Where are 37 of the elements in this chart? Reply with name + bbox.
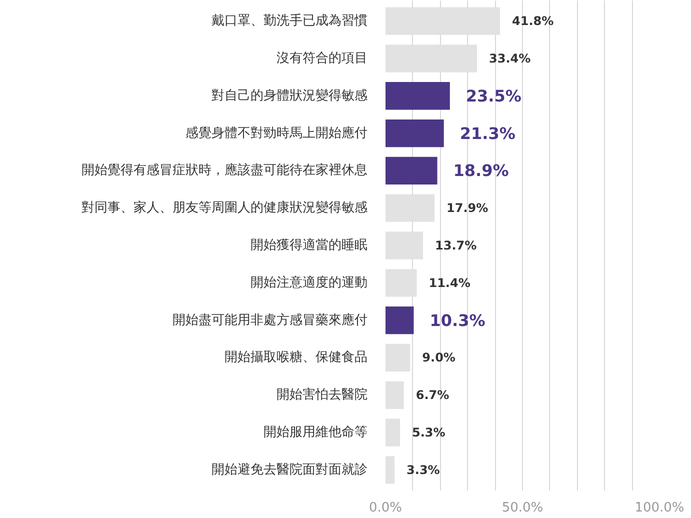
bar (386, 119, 444, 148)
data-label: 18.9% (453, 161, 509, 180)
y-tick-label: 開始攝取喉糖、保健食品 (224, 350, 368, 366)
bar (386, 306, 414, 334)
data-label: 11.4% (428, 276, 470, 290)
y-tick-label: 沒有符合的項目 (276, 50, 368, 66)
x-tick-label: 50.0% (502, 500, 544, 516)
y-tick-label: 對自己的身體狀況變得敏感 (212, 88, 368, 104)
data-label: 5.3% (412, 426, 446, 440)
y-tick-label: 對同事、家人、朋友等周圍人的健康狀況變得敏感 (82, 200, 368, 216)
data-label: 33.4% (489, 51, 531, 66)
data-label: 10.3% (430, 310, 486, 330)
bar (386, 381, 404, 409)
data-label: 23.5% (466, 86, 522, 106)
data-label: 41.8% (512, 14, 554, 28)
data-label: 9.0% (422, 350, 456, 365)
data-label: 6.7% (416, 388, 450, 402)
x-tick-label: 100.0% (634, 500, 684, 516)
y-tick-label: 開始避免去醫院面對面就診 (212, 462, 368, 478)
y-tick-label: 開始害怕去醫院 (276, 386, 368, 403)
data-label: 17.9% (446, 201, 488, 216)
bar (386, 82, 450, 110)
y-tick-label: 開始覺得有感冒症狀時，應該盡可能待在家裡休息 (82, 162, 368, 178)
y-tick-label: 開始注意適度的運動 (250, 274, 368, 290)
bar (386, 156, 438, 185)
x-tick-label: 0.0% (368, 500, 402, 516)
data-label: 13.7% (435, 238, 477, 252)
y-tick-label: 開始盡可能用非處方感冒藥來應付 (172, 312, 368, 328)
bar (386, 344, 410, 372)
bar (386, 456, 395, 484)
y-tick-label: 開始服用維他命等 (264, 425, 368, 440)
bar (386, 418, 400, 446)
y-tick-label: 戴口罩、勤洗手已成為習慣 (212, 14, 368, 29)
y-tick-label: 開始獲得適當的睡眠 (250, 237, 368, 253)
data-label: 21.3% (460, 124, 516, 143)
data-label: 3.3% (406, 462, 440, 477)
y-tick-label: 感覺身體不對勁時馬上開始應付 (186, 126, 368, 141)
